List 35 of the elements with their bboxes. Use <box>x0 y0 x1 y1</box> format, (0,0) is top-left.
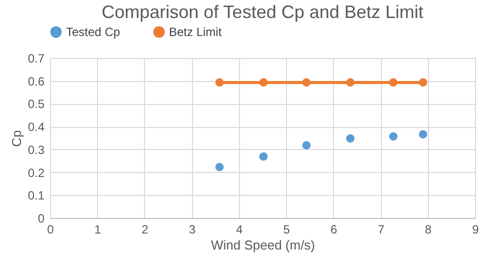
x-tick-label: 0 <box>47 222 54 236</box>
point <box>215 78 224 87</box>
x-tick-label: 8 <box>424 222 432 236</box>
x-tick-label: 7 <box>378 222 385 236</box>
point <box>346 134 355 143</box>
x-tick-label: 4 <box>236 222 244 236</box>
y-tick-label: 0.7 <box>28 52 45 66</box>
y-axis-title: Cp <box>8 130 24 147</box>
x-tick-label: 2 <box>142 222 149 236</box>
y-tick-label: 0 <box>38 212 45 226</box>
x-tick-label: 1 <box>94 222 102 236</box>
x-tick-label: 5 <box>283 222 290 236</box>
point <box>259 78 268 87</box>
legend-label: Tested Cp <box>66 25 120 39</box>
y-tick-label: 0.1 <box>28 188 45 203</box>
point <box>259 152 268 161</box>
x-tick-label: 9 <box>472 222 480 236</box>
y-tick-label: 0.2 <box>28 166 45 180</box>
point <box>302 78 311 87</box>
point <box>418 78 428 87</box>
legend-label: Betz Limit <box>169 25 222 39</box>
point <box>215 162 224 172</box>
x-axis-title: Wind Speed (m/s) <box>210 238 316 252</box>
point <box>346 78 355 87</box>
x-tick-label: 3 <box>188 222 196 236</box>
y-tick-label: 0.4 <box>28 120 45 134</box>
point <box>418 130 428 139</box>
x-tick-label: 6 <box>330 222 338 236</box>
point <box>389 132 398 141</box>
point <box>389 78 398 87</box>
y-tick-label: 0.6 <box>28 74 45 88</box>
point <box>302 141 311 150</box>
y-tick-label: 0.5 <box>28 97 45 112</box>
chart-title: Comparison of Tested Cp and Betz Limit <box>102 2 424 22</box>
y-tick-label: 0.3 <box>28 142 45 157</box>
